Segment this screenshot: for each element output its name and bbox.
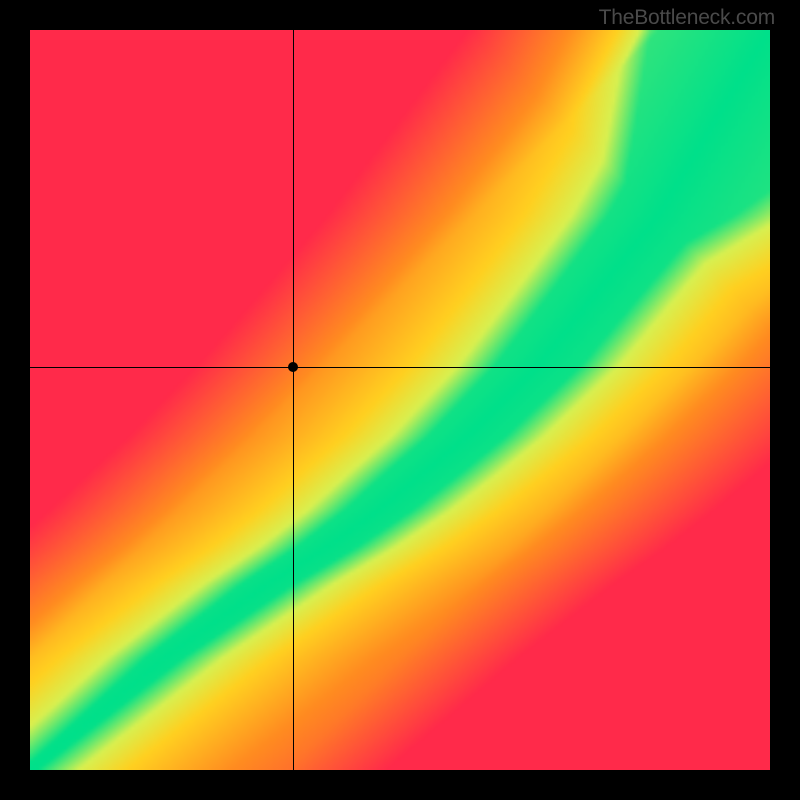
crosshair-vertical — [293, 30, 294, 770]
heatmap-plot — [30, 30, 770, 770]
heatmap-canvas — [30, 30, 770, 770]
watermark-text: TheBottleneck.com — [599, 6, 775, 30]
crosshair-horizontal — [30, 367, 770, 368]
crosshair-marker[interactable] — [288, 362, 298, 372]
